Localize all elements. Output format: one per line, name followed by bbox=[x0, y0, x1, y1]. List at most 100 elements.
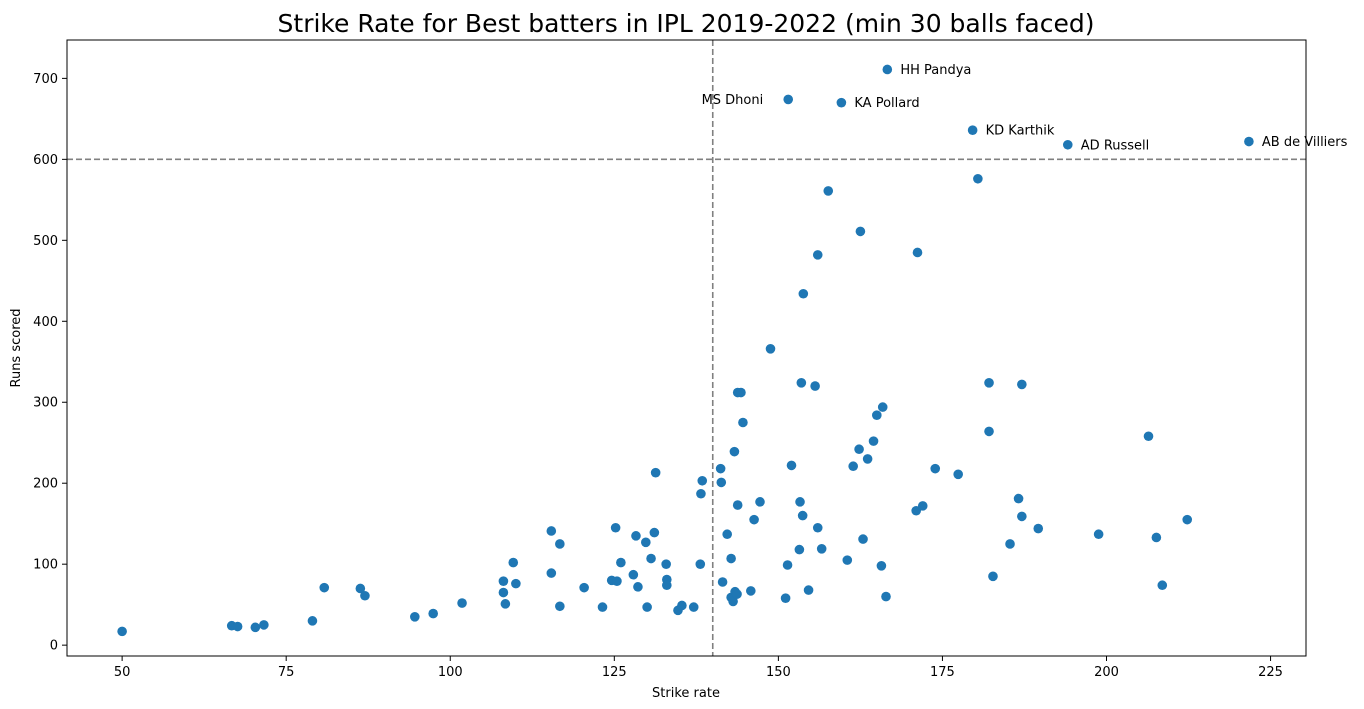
data-point bbox=[410, 612, 420, 622]
x-tick-label: 50 bbox=[114, 665, 131, 680]
y-tick-label: 200 bbox=[33, 477, 58, 492]
data-point bbox=[612, 576, 622, 586]
point-annotation: MS Dhoni bbox=[702, 93, 764, 108]
data-point bbox=[661, 559, 671, 569]
data-point bbox=[610, 522, 621, 533]
y-tick-label: 600 bbox=[33, 153, 58, 168]
data-point bbox=[812, 250, 823, 260]
data-point bbox=[1017, 379, 1027, 390]
data-point bbox=[736, 387, 746, 398]
data-point bbox=[457, 598, 467, 608]
data-point bbox=[511, 578, 521, 589]
data-point bbox=[498, 576, 509, 586]
data-point bbox=[428, 608, 438, 619]
data-point bbox=[716, 477, 727, 488]
data-point bbox=[696, 488, 706, 499]
data-point bbox=[755, 497, 765, 507]
data-point bbox=[649, 527, 660, 538]
data-point bbox=[250, 622, 261, 633]
data-point bbox=[232, 621, 243, 632]
data-point bbox=[953, 469, 963, 480]
data-point bbox=[715, 463, 726, 474]
data-point bbox=[746, 586, 756, 596]
plot-frame bbox=[66, 39, 1307, 657]
data-point bbox=[319, 582, 330, 593]
data-point bbox=[1157, 580, 1168, 591]
data-point bbox=[631, 531, 641, 541]
data-point bbox=[355, 583, 366, 594]
data-point bbox=[597, 602, 608, 612]
data-point bbox=[882, 64, 893, 75]
data-point bbox=[732, 500, 743, 510]
data-point bbox=[546, 526, 557, 536]
x-axis-label: Strike rate bbox=[652, 686, 720, 701]
data-point bbox=[810, 381, 820, 391]
data-point bbox=[765, 344, 776, 354]
y-tick-label: 0 bbox=[50, 639, 58, 654]
data-point bbox=[307, 616, 318, 626]
data-point bbox=[688, 602, 699, 612]
data-point bbox=[876, 561, 887, 571]
data-point bbox=[848, 461, 858, 472]
data-point bbox=[579, 582, 589, 593]
data-point bbox=[917, 501, 928, 511]
point-annotation: KD Karthik bbox=[986, 124, 1055, 139]
y-tick-label: 500 bbox=[33, 234, 58, 249]
data-point bbox=[749, 514, 759, 525]
x-tick-label: 175 bbox=[930, 665, 955, 680]
data-point bbox=[555, 539, 565, 549]
data-point bbox=[782, 560, 793, 570]
data-point bbox=[1033, 523, 1044, 534]
data-point bbox=[1013, 493, 1024, 504]
data-point bbox=[855, 226, 866, 237]
x-tick-label: 75 bbox=[278, 665, 295, 680]
data-point bbox=[973, 173, 983, 184]
data-point bbox=[798, 288, 809, 299]
data-point bbox=[796, 378, 807, 388]
plot-area: HH Pandya MS Dhoni KA Pollard KD Karthik AD … bbox=[33, 39, 1348, 680]
data-point bbox=[1151, 532, 1162, 543]
y-tick-label: 700 bbox=[33, 72, 58, 87]
data-point bbox=[555, 601, 565, 612]
data-point bbox=[988, 571, 998, 582]
data-point bbox=[117, 626, 127, 637]
data-point bbox=[786, 460, 797, 471]
data-point bbox=[868, 436, 879, 446]
x-tick-label: 150 bbox=[766, 665, 791, 680]
data-point bbox=[641, 537, 651, 548]
data-point bbox=[498, 587, 509, 598]
data-point bbox=[797, 510, 808, 521]
data-point bbox=[695, 559, 706, 569]
point-annotation: KA Pollard bbox=[854, 96, 919, 111]
point-annotation: HH Pandya bbox=[900, 63, 971, 78]
data-point bbox=[646, 553, 656, 564]
data-point bbox=[738, 417, 748, 428]
data-point bbox=[1062, 139, 1073, 150]
data-point bbox=[812, 522, 823, 533]
x-tick-label: 225 bbox=[1258, 665, 1283, 680]
y-tick-label: 300 bbox=[33, 396, 58, 411]
y-tick-label: 100 bbox=[33, 558, 58, 573]
x-tick-label: 100 bbox=[438, 665, 463, 680]
data-point bbox=[930, 463, 941, 474]
data-point bbox=[717, 577, 728, 587]
data-point bbox=[1093, 529, 1104, 540]
data-point bbox=[836, 97, 847, 108]
data-point bbox=[508, 557, 519, 568]
data-point bbox=[677, 600, 687, 611]
data-point bbox=[732, 589, 742, 599]
data-point bbox=[1017, 511, 1027, 522]
data-point bbox=[872, 410, 882, 421]
data-point bbox=[842, 555, 853, 565]
data-point bbox=[877, 402, 888, 412]
chart-title: Strike Rate for Best batters in IPL 2019… bbox=[278, 9, 1095, 38]
point-annotation: AD Russell bbox=[1081, 138, 1150, 153]
data-point bbox=[803, 585, 814, 595]
point-annotation: AB de Villiers bbox=[1262, 135, 1348, 150]
data-point bbox=[633, 582, 643, 592]
data-point bbox=[722, 529, 732, 540]
data-point bbox=[628, 569, 639, 580]
x-tick-label: 200 bbox=[1094, 665, 1119, 680]
data-point bbox=[729, 446, 740, 457]
